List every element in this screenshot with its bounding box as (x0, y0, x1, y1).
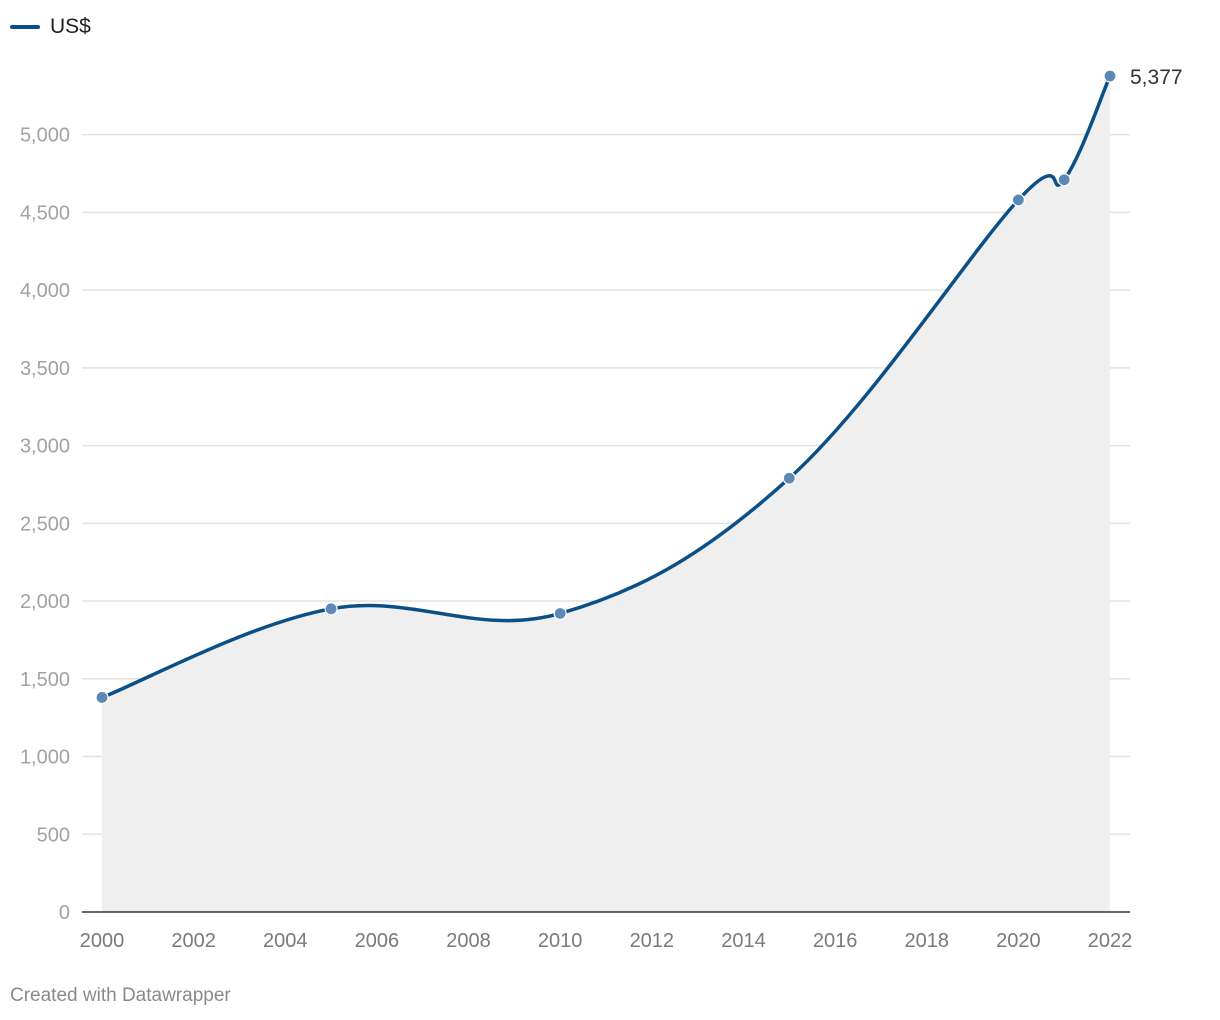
end-value-label: 5,377 (1130, 66, 1183, 89)
data-points (95, 69, 1117, 705)
y-tick-label: 5,000 (20, 125, 70, 147)
y-tick-label: 2,000 (20, 591, 70, 613)
data-point (553, 606, 567, 621)
area-fill (102, 76, 1110, 913)
y-tick-label: 2,500 (20, 513, 70, 535)
legend-label: US$ (50, 15, 91, 38)
legend: US$ (10, 15, 91, 39)
credit-text: Created with Datawrapper (10, 985, 231, 1006)
y-tick-label: 4,500 (20, 202, 70, 224)
legend-swatch (10, 25, 40, 29)
x-tick-label: 2012 (630, 930, 675, 952)
area-layer (102, 76, 1110, 913)
y-tick-label: 1,500 (20, 669, 70, 691)
y-tick-label: 1,000 (20, 747, 70, 769)
x-tick-label: 2022 (1088, 930, 1133, 952)
y-tick-label: 500 (37, 824, 70, 846)
data-labels: 5,377 (1130, 66, 1183, 89)
y-tick-label: 3,000 (20, 436, 70, 458)
x-tick-label: 2008 (446, 930, 491, 952)
x-tick-label: 2002 (171, 930, 216, 952)
x-tick-label: 2016 (813, 930, 858, 952)
x-tick-label: 2020 (996, 930, 1041, 952)
y-tick-label: 3,500 (20, 358, 70, 380)
y-tick-label: 0 (59, 902, 70, 924)
data-point (782, 471, 796, 485)
x-tick-label: 2004 (263, 930, 308, 952)
data-point (1103, 69, 1117, 83)
data-point (95, 690, 109, 705)
data-point (1011, 193, 1025, 207)
x-tick-label: 2006 (355, 930, 400, 952)
x-tick-label: 2018 (904, 930, 949, 952)
data-point (324, 602, 338, 616)
x-tick-label: 2010 (538, 930, 583, 952)
x-tick-label: 2014 (721, 930, 766, 952)
x-tick-label: 2000 (80, 930, 125, 952)
data-point (1057, 173, 1071, 187)
axes: 0 500 1,000 1,500 2,000 2,500 3,000 3,500 4,000 4… (20, 125, 1132, 952)
y-tick-label: 4,000 (20, 280, 70, 302)
